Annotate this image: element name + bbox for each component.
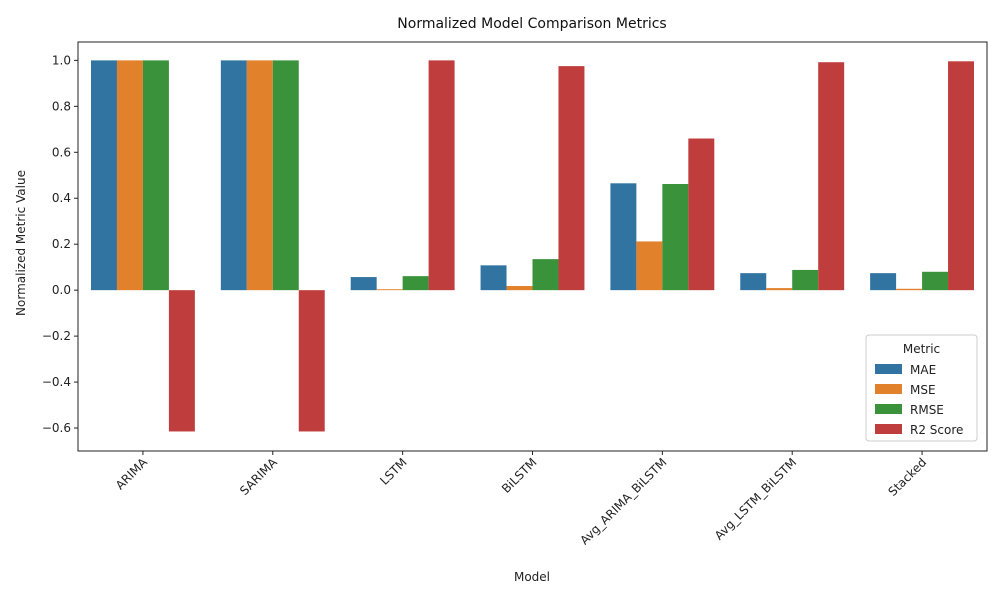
- y-tick-label: 0.4: [52, 191, 71, 205]
- bar-mse-stacked: [896, 288, 923, 291]
- legend-label-r2-score: R2 Score: [910, 423, 963, 437]
- x-tick-label: LSTM: [377, 455, 410, 488]
- y-tick-label: −0.2: [42, 329, 71, 343]
- x-tick-label: Avg_ARIMA_BiLSTM: [577, 455, 669, 547]
- bar-r2-score-avg_lstm_bilstm: [818, 62, 845, 291]
- bar-r2-score-lstm: [428, 60, 455, 291]
- y-tick-label: 0.2: [52, 237, 71, 251]
- x-tick-label: SARIMA: [237, 455, 280, 498]
- y-tick-label: −0.6: [42, 421, 71, 435]
- bar-rmse-sarima: [272, 60, 299, 291]
- x-axis-title: Model: [514, 570, 550, 584]
- bar-rmse-avg_lstm_bilstm: [792, 269, 819, 291]
- bar-mse-avg_lstm_bilstm: [766, 288, 793, 291]
- bar-rmse-bilstm: [532, 259, 559, 291]
- legend-label-mse: MSE: [910, 383, 936, 397]
- bar-mae-avg_arima_bilstm: [610, 183, 637, 291]
- bar-rmse-lstm: [402, 276, 429, 291]
- x-tick-label: BiLSTM: [499, 455, 540, 496]
- x-tick-label: Stacked: [886, 455, 930, 499]
- y-tick-label: 0.8: [52, 99, 71, 113]
- legend-title: Metric: [903, 342, 940, 356]
- x-tick-label: Avg_LSTM_BiLSTM: [712, 455, 800, 543]
- bar-rmse-avg_arima_bilstm: [662, 184, 689, 291]
- bar-mse-bilstm: [506, 286, 533, 291]
- bar-mae-lstm: [350, 277, 377, 291]
- bar-rmse-stacked: [922, 271, 949, 291]
- legend: Metric MAE MSE RMSE R2 Score: [865, 334, 978, 442]
- bar-mae-arima: [90, 60, 117, 291]
- bar-rmse-arima: [142, 60, 169, 291]
- legend-swatch-mse: [875, 384, 902, 394]
- plot-frame: [77, 41, 988, 452]
- bar-r2-score-avg_arima_bilstm: [688, 138, 715, 291]
- legend-swatch-mae: [875, 364, 902, 374]
- bars-layer: [90, 60, 975, 432]
- bar-mae-bilstm: [480, 265, 507, 291]
- bar-mae-sarima: [220, 60, 247, 291]
- bar-r2-score-sarima: [298, 290, 325, 432]
- y-tick-label: −0.4: [42, 375, 71, 389]
- y-tick-label: 0.6: [52, 145, 71, 159]
- bar-mse-arima: [116, 60, 143, 291]
- legend-swatch-r2-score: [875, 424, 902, 434]
- legend-label-mae: MAE: [910, 363, 936, 377]
- bar-r2-score-stacked: [948, 61, 975, 291]
- legend-box: [865, 334, 978, 442]
- bar-r2-score-bilstm: [558, 66, 585, 291]
- bar-mse-lstm: [376, 289, 403, 291]
- bar-mae-stacked: [870, 273, 897, 291]
- y-tick-label: 0.0: [52, 283, 71, 297]
- bar-r2-score-arima: [168, 290, 195, 432]
- legend-label-rmse: RMSE: [910, 403, 944, 417]
- x-tick-label: ARIMA: [113, 455, 151, 493]
- chart-title: Normalized Model Comparison Metrics: [397, 16, 666, 32]
- bar-mae-avg_lstm_bilstm: [740, 273, 767, 291]
- bar-mse-avg_arima_bilstm: [636, 241, 663, 291]
- y-axis-title: Normalized Metric Value: [14, 170, 28, 316]
- legend-swatch-rmse: [875, 404, 902, 414]
- y-tick-label: 1.0: [52, 53, 71, 67]
- bar-mse-sarima: [246, 60, 273, 291]
